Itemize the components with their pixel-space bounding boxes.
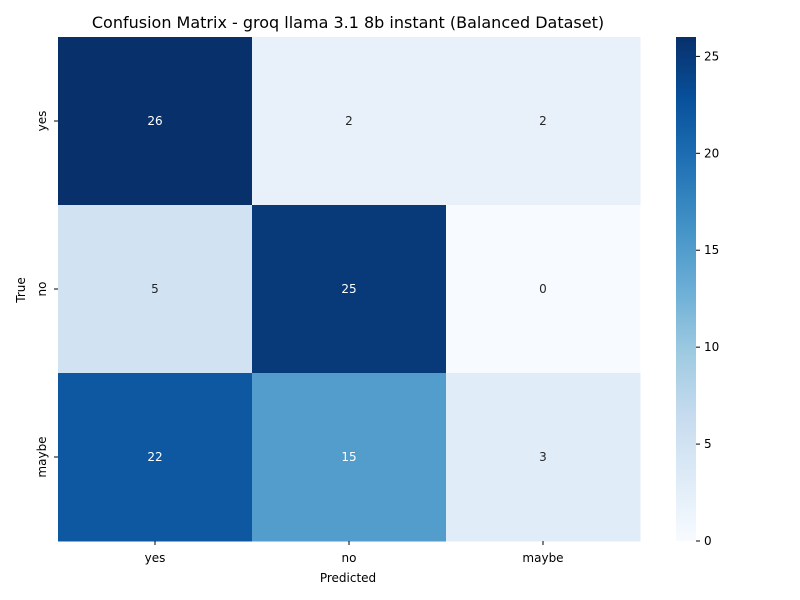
heatmap-cell — [252, 37, 447, 206]
heatmap-cell — [58, 205, 253, 374]
cell-value-label: 5 — [151, 282, 159, 296]
x-tick-label: maybe — [522, 551, 563, 565]
colorbar-tick-label: 25 — [704, 49, 719, 63]
y-axis-ticks: yes no maybe — [35, 111, 58, 478]
colorbar-ticks: 0 5 10 15 20 25 — [696, 49, 719, 548]
x-tick-label: yes — [145, 551, 166, 565]
cell-value-label: 2 — [539, 114, 547, 128]
cell-value-label: 22 — [147, 450, 162, 464]
y-tick-label: maybe — [35, 436, 49, 477]
x-tick-label: no — [342, 551, 357, 565]
cell-value-label: 0 — [539, 282, 547, 296]
colorbar-tick-label: 5 — [704, 437, 712, 451]
heatmap-cells: 26 2 25 25 022 15 3 — [58, 37, 641, 542]
heatmap-cell — [58, 37, 253, 206]
heatmap-cell — [446, 37, 641, 206]
heatmap-cell — [252, 205, 447, 374]
cell-value-label: 15 — [341, 450, 356, 464]
colorbar-tick-label: 10 — [704, 340, 719, 354]
x-axis-ticks: yes no maybe — [145, 541, 564, 565]
heatmap-cell — [252, 373, 447, 542]
cell-value-label: 2 — [345, 114, 353, 128]
heatmap-cell — [58, 373, 253, 542]
cell-value-label: 25 — [341, 282, 356, 296]
heatmap-cell — [446, 373, 641, 542]
colorbar-tick-label: 15 — [704, 243, 719, 257]
x-axis-label: Predicted — [320, 571, 376, 585]
y-tick-label: no — [35, 282, 49, 297]
chart-title: Confusion Matrix - groq llama 3.1 8b ins… — [92, 13, 604, 32]
colorbar-tick-label: 20 — [704, 146, 719, 160]
colorbar-tick-label: 0 — [704, 534, 712, 548]
cell-value-label: 26 — [147, 114, 162, 128]
y-tick-label: yes — [35, 111, 49, 132]
heatmap-cell — [446, 205, 641, 374]
colorbar — [676, 37, 696, 541]
cell-value-label: 3 — [539, 450, 547, 464]
y-axis-label: True — [14, 277, 28, 304]
